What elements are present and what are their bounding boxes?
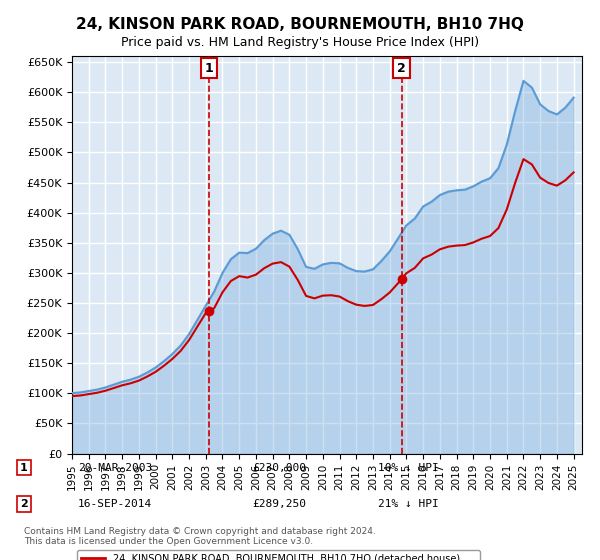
Legend: 24, KINSON PARK ROAD, BOURNEMOUTH, BH10 7HQ (detached house), HPI: Average price: 24, KINSON PARK ROAD, BOURNEMOUTH, BH10 … [77, 550, 480, 560]
Text: 16-SEP-2014: 16-SEP-2014 [78, 499, 152, 509]
Text: 1: 1 [20, 463, 28, 473]
Text: Price paid vs. HM Land Registry's House Price Index (HPI): Price paid vs. HM Land Registry's House … [121, 36, 479, 49]
Text: 24, KINSON PARK ROAD, BOURNEMOUTH, BH10 7HQ: 24, KINSON PARK ROAD, BOURNEMOUTH, BH10 … [76, 17, 524, 32]
Text: 2: 2 [20, 499, 28, 509]
Text: 2: 2 [397, 62, 406, 74]
Text: 10% ↓ HPI: 10% ↓ HPI [378, 463, 439, 473]
Text: 20-MAR-2003: 20-MAR-2003 [78, 463, 152, 473]
Text: 1: 1 [205, 62, 214, 74]
Text: 21% ↓ HPI: 21% ↓ HPI [378, 499, 439, 509]
Text: Contains HM Land Registry data © Crown copyright and database right 2024.
This d: Contains HM Land Registry data © Crown c… [24, 526, 376, 546]
Text: £230,000: £230,000 [252, 463, 306, 473]
Text: £289,250: £289,250 [252, 499, 306, 509]
